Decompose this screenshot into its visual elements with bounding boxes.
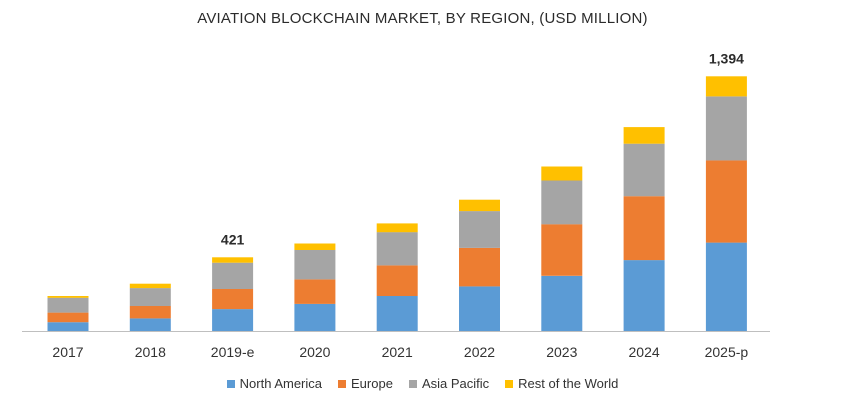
legend: North America Europe Asia Pacific Rest of t… [0,376,845,391]
bar-north-america-2020 [294,303,336,331]
bar-rest-of-the-world-2021 [376,223,418,233]
bar-asia-pacific-2019-e [212,262,254,289]
x-tick-label: 2021 [382,344,413,360]
x-tick-label: 2020 [299,344,330,360]
bar-rest-of-the-world-2019-e [212,257,254,263]
bar-europe-2021 [376,265,418,296]
bar-north-america-2025-p [705,242,747,331]
x-tick-label: 2017 [52,344,83,360]
legend-label: Rest of the World [518,376,619,391]
bar-asia-pacific-2024 [623,143,665,197]
bar-asia-pacific-2021 [376,232,418,266]
bar-europe-2023 [541,224,583,276]
x-tick-label: 2019-e [211,344,255,360]
x-tick-label: 2023 [546,344,577,360]
bar-asia-pacific-2018 [129,288,171,306]
bar-rest-of-the-world-2023 [541,166,583,181]
bar-rest-of-the-world-2022 [459,199,500,212]
legend-swatch [338,379,347,388]
legend-swatch [226,379,235,388]
bar-europe-2022 [459,247,500,287]
bar-europe-2025-p [705,160,747,243]
bar-europe-2020 [294,279,336,304]
legend-swatch [505,379,514,388]
legend-item: Europe [338,376,393,391]
bar-asia-pacific-2020 [294,250,336,280]
bar-north-america-2019-e [212,309,254,331]
bar-north-america-2024 [623,260,665,331]
bar-asia-pacific-2023 [541,180,583,225]
bar-rest-of-the-world-2018 [129,283,171,289]
bar-asia-pacific-2025-p [705,96,747,161]
x-tick-label: 2022 [464,344,495,360]
bar-north-america-2018 [129,318,171,331]
data-label: 421 [221,231,245,247]
legend-item: North America [226,376,323,391]
bar-north-america-2021 [376,296,418,331]
bar-rest-of-the-world-2020 [294,243,336,250]
bar-north-america-2017 [47,322,89,331]
bar-rest-of-the-world-2024 [623,127,665,144]
legend-label: North America [239,376,323,391]
bar-europe-2018 [129,306,171,319]
legend-swatch [408,379,417,388]
legend-item: Asia Pacific [408,376,490,391]
bar-asia-pacific-2017 [47,297,89,313]
bar-europe-2024 [623,196,665,261]
bar-europe-2017 [47,312,89,323]
data-label: 1,394 [709,50,744,66]
x-tick-label: 2025-p [705,344,749,360]
bar-rest-of-the-world-2017 [47,296,89,298]
legend-label: Europe [351,376,393,391]
bar-asia-pacific-2022 [459,211,500,248]
x-tick-label: 2024 [629,344,660,360]
legend-item: Rest of the World [505,376,618,391]
bar-north-america-2023 [541,275,583,331]
chart-title: AVIATION BLOCKCHAIN MARKET, BY REGION, (… [197,10,648,27]
bar-europe-2019-e [212,289,254,310]
bar-north-america-2022 [459,286,500,331]
legend-label: Asia Pacific [421,376,490,391]
bar-rest-of-the-world-2025-p [705,76,747,97]
x-tick-label: 2018 [135,344,166,360]
